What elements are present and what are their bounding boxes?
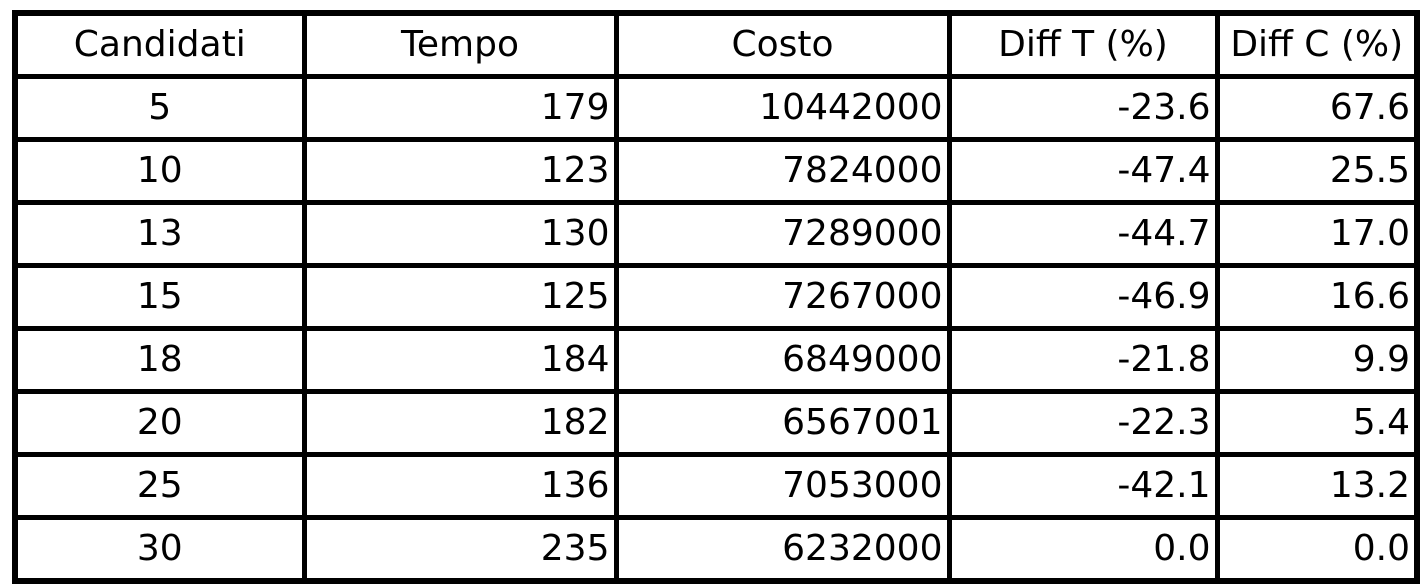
cell-diff-c: 17.0 bbox=[1214, 200, 1420, 268]
table-row: 10 123 7824000 -47.4 25.5 bbox=[12, 137, 1420, 205]
cell-costo: 10442000 bbox=[613, 74, 952, 142]
cell-tempo: 235 bbox=[301, 515, 619, 584]
table-row: 18 184 6849000 -21.8 9.9 bbox=[12, 326, 1420, 394]
cell-diff-t: -23.6 bbox=[946, 74, 1220, 142]
cell-candidati: 25 bbox=[12, 452, 307, 520]
cell-costo: 6232000 bbox=[613, 515, 952, 584]
cell-costo: 6849000 bbox=[613, 326, 952, 394]
cell-candidati: 20 bbox=[12, 389, 307, 457]
cell-diff-t: -44.7 bbox=[946, 200, 1220, 268]
table-row: 5 179 10442000 -23.6 67.6 bbox=[12, 74, 1420, 142]
cell-candidati: 30 bbox=[12, 515, 307, 584]
header-diff-t: Diff T (%) bbox=[946, 10, 1220, 79]
cell-costo: 7824000 bbox=[613, 137, 952, 205]
cell-costo: 6567001 bbox=[613, 389, 952, 457]
table-row: 15 125 7267000 -46.9 16.6 bbox=[12, 263, 1420, 331]
cell-candidati: 18 bbox=[12, 326, 307, 394]
cell-diff-c: 13.2 bbox=[1214, 452, 1420, 520]
cell-tempo: 130 bbox=[301, 200, 619, 268]
cell-costo: 7053000 bbox=[613, 452, 952, 520]
table-row: 25 136 7053000 -42.1 13.2 bbox=[12, 452, 1420, 520]
results-table: Candidati Tempo Costo Diff T (%) Diff C … bbox=[12, 10, 1420, 584]
cell-tempo: 184 bbox=[301, 326, 619, 394]
header-candidati: Candidati bbox=[12, 10, 307, 79]
cell-candidati: 5 bbox=[12, 74, 307, 142]
table-row: 30 235 6232000 0.0 0.0 bbox=[12, 515, 1420, 584]
header-diff-c: Diff C (%) bbox=[1214, 10, 1420, 79]
cell-candidati: 13 bbox=[12, 200, 307, 268]
cell-tempo: 123 bbox=[301, 137, 619, 205]
cell-tempo: 125 bbox=[301, 263, 619, 331]
header-row: Candidati Tempo Costo Diff T (%) Diff C … bbox=[12, 10, 1420, 79]
cell-tempo: 182 bbox=[301, 389, 619, 457]
cell-candidati: 15 bbox=[12, 263, 307, 331]
cell-tempo: 179 bbox=[301, 74, 619, 142]
cell-diff-c: 5.4 bbox=[1214, 389, 1420, 457]
cell-costo: 7289000 bbox=[613, 200, 952, 268]
cell-diff-c: 0.0 bbox=[1214, 515, 1420, 584]
cell-diff-t: -21.8 bbox=[946, 326, 1220, 394]
cell-diff-c: 16.6 bbox=[1214, 263, 1420, 331]
cell-diff-t: -46.9 bbox=[946, 263, 1220, 331]
cell-diff-c: 67.6 bbox=[1214, 74, 1420, 142]
results-table-container: Candidati Tempo Costo Diff T (%) Diff C … bbox=[12, 10, 1420, 584]
header-tempo: Tempo bbox=[301, 10, 619, 79]
cell-tempo: 136 bbox=[301, 452, 619, 520]
cell-diff-t: -42.1 bbox=[946, 452, 1220, 520]
cell-diff-c: 9.9 bbox=[1214, 326, 1420, 394]
cell-costo: 7267000 bbox=[613, 263, 952, 331]
table-row: 20 182 6567001 -22.3 5.4 bbox=[12, 389, 1420, 457]
cell-candidati: 10 bbox=[12, 137, 307, 205]
cell-diff-t: -22.3 bbox=[946, 389, 1220, 457]
cell-diff-c: 25.5 bbox=[1214, 137, 1420, 205]
cell-diff-t: -47.4 bbox=[946, 137, 1220, 205]
cell-diff-t: 0.0 bbox=[946, 515, 1220, 584]
table-row: 13 130 7289000 -44.7 17.0 bbox=[12, 200, 1420, 268]
header-costo: Costo bbox=[613, 10, 952, 79]
